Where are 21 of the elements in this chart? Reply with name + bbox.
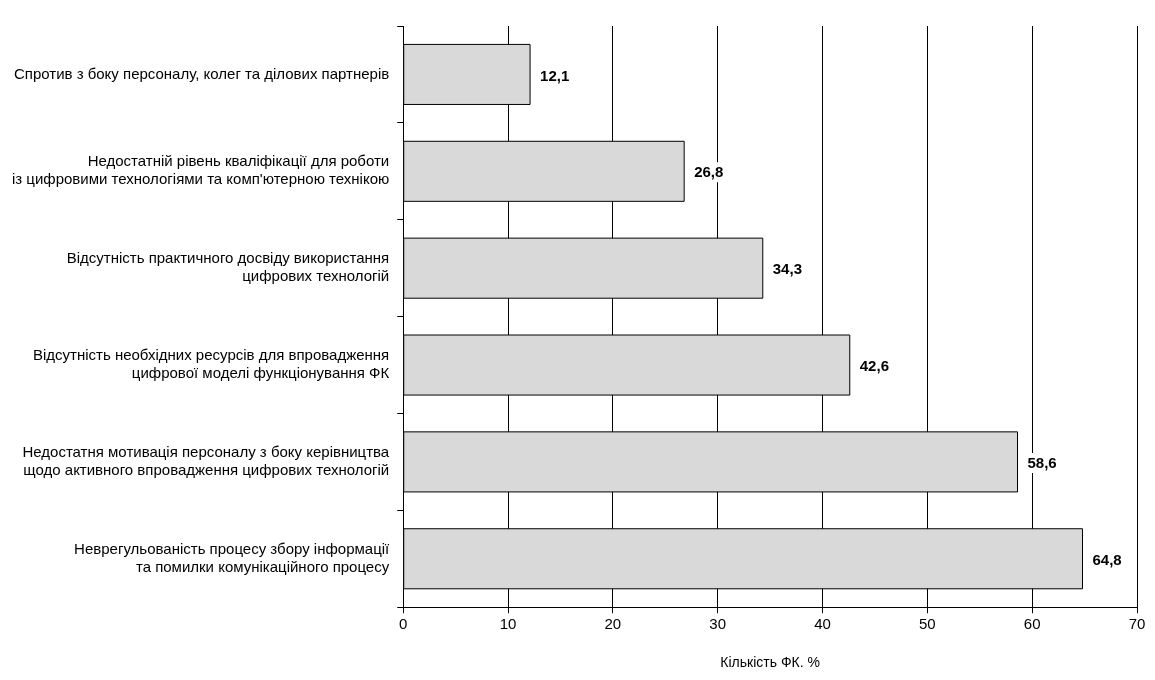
y-tick-label: Неврегульованість процесу збору інформації та помилки комунікаційного процесу bbox=[74, 539, 391, 575]
y-tick-label: Спротив з боку персоналу, колег та ділових партнерів bbox=[13, 64, 390, 82]
data-label: 34,3 bbox=[772, 260, 802, 278]
x-tick-label: 50 bbox=[919, 615, 936, 633]
x-axis-title: Кількість ФК. % bbox=[720, 654, 820, 671]
y-tick-label: Недостатній рівень кваліфікації для роботи із цифровими технологіями та комп'ютерною технікою bbox=[11, 152, 390, 188]
x-tick-label: 0 bbox=[399, 615, 408, 633]
x-tick-label: 70 bbox=[1128, 615, 1146, 633]
y-tick-label: Відсутність необхідних ресурсів для впровадження цифрової моделі функціонування ФК bbox=[32, 346, 390, 382]
y-tick-label: Недостатня мотивація персоналу з боку керівництва щодо активного впровадження цифрових технологій bbox=[22, 443, 390, 479]
data-label: 42,6 bbox=[859, 357, 889, 375]
x-tick-label: 20 bbox=[604, 615, 622, 633]
x-tick-label: 30 bbox=[709, 615, 727, 633]
data-label: 58,6 bbox=[1027, 454, 1057, 472]
x-tick-label: 60 bbox=[1023, 615, 1041, 633]
data-label: 12,1 bbox=[540, 66, 570, 84]
x-tick-label: 40 bbox=[814, 615, 831, 633]
x-tick-label: 10 bbox=[499, 615, 517, 633]
data-label: 64,8 bbox=[1092, 550, 1122, 568]
y-tick-label: Відсутність практичного досвіду використання цифрових технологій bbox=[66, 249, 390, 285]
data-label: 26,8 bbox=[694, 163, 724, 181]
